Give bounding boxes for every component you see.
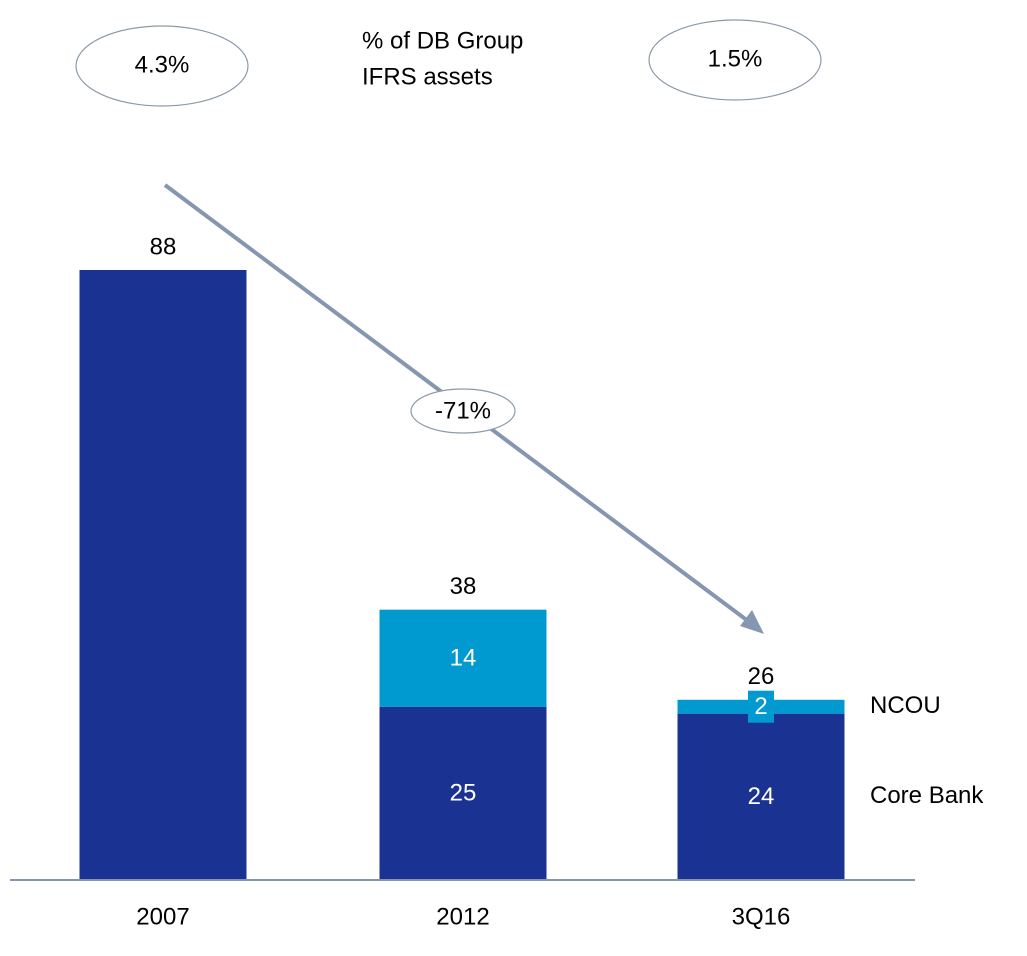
ratio-label: 1.5% (708, 45, 763, 72)
bar-segment (379, 609, 547, 707)
total-label: 38 (450, 573, 477, 600)
ratio-oval (75, 25, 249, 107)
ratio-caption: IFRS assets (362, 63, 493, 90)
segment-label: 24 (748, 783, 775, 810)
ratio-caption: % of DB Group (362, 27, 523, 54)
legend-label: Core Bank (870, 782, 984, 809)
ratio-label: 4.3% (135, 51, 190, 78)
change-oval (410, 388, 516, 434)
total-label: 26 (748, 663, 775, 690)
segment-label-box (748, 690, 774, 723)
bar-segment (677, 713, 845, 880)
x-tick-label: 2012 (436, 903, 489, 930)
arrow-head (740, 610, 764, 634)
change-label: -71% (435, 397, 491, 424)
ratio-oval (648, 19, 822, 101)
bar-segment (379, 706, 547, 880)
x-tick-label: 3Q16 (732, 903, 791, 930)
bar-segment (79, 270, 247, 880)
legend-label: NCOU (870, 692, 941, 719)
segment-label: 25 (450, 780, 477, 807)
total-label: 88 (150, 233, 177, 260)
x-tick-label: 2007 (136, 903, 189, 930)
segment-label: 14 (450, 645, 477, 672)
segment-label: 2 (754, 693, 767, 720)
